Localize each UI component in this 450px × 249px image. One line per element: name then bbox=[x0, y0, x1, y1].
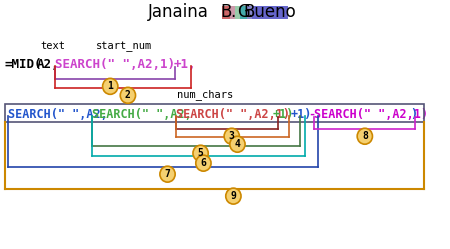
Text: 8: 8 bbox=[362, 131, 368, 141]
FancyBboxPatch shape bbox=[222, 5, 230, 19]
Circle shape bbox=[120, 87, 135, 103]
Text: text: text bbox=[40, 41, 65, 52]
Circle shape bbox=[224, 128, 239, 144]
FancyBboxPatch shape bbox=[252, 5, 288, 19]
Circle shape bbox=[103, 78, 118, 94]
Text: SEARCH(" ",A2,: SEARCH(" ",A2, bbox=[8, 108, 108, 121]
Text: .: . bbox=[247, 2, 252, 20]
FancyBboxPatch shape bbox=[230, 5, 235, 19]
FancyBboxPatch shape bbox=[247, 5, 252, 19]
Text: SEARCH(" ",A2,: SEARCH(" ",A2, bbox=[92, 108, 192, 121]
Text: B: B bbox=[220, 2, 232, 20]
Text: 2: 2 bbox=[125, 90, 131, 100]
Text: +1): +1) bbox=[272, 108, 293, 121]
Text: .: . bbox=[230, 2, 235, 20]
Text: +1): +1) bbox=[290, 108, 312, 121]
Text: SEARCH(" ",A2,1): SEARCH(" ",A2,1) bbox=[55, 58, 176, 71]
Text: SEARCH(" ",A2,1): SEARCH(" ",A2,1) bbox=[176, 108, 290, 121]
Text: 5: 5 bbox=[198, 148, 203, 158]
Text: 6: 6 bbox=[200, 158, 207, 168]
Circle shape bbox=[357, 128, 373, 144]
Circle shape bbox=[193, 145, 208, 161]
Text: 3: 3 bbox=[229, 131, 235, 141]
Text: -: - bbox=[308, 108, 315, 121]
Text: =MID(: =MID( bbox=[5, 58, 42, 71]
Circle shape bbox=[230, 136, 245, 152]
Text: 1: 1 bbox=[107, 81, 113, 91]
Text: ): ) bbox=[410, 108, 418, 121]
Text: Bueno: Bueno bbox=[244, 2, 297, 20]
FancyBboxPatch shape bbox=[235, 5, 239, 19]
Text: num_chars: num_chars bbox=[176, 89, 233, 100]
Text: SEARCH(" ",A2,1): SEARCH(" ",A2,1) bbox=[315, 108, 428, 121]
Text: start_num: start_num bbox=[95, 41, 152, 52]
Text: G: G bbox=[237, 2, 250, 20]
Circle shape bbox=[226, 188, 241, 204]
Circle shape bbox=[160, 166, 175, 182]
Text: 4: 4 bbox=[234, 139, 240, 149]
Text: Janaina: Janaina bbox=[148, 2, 214, 20]
FancyBboxPatch shape bbox=[239, 5, 247, 19]
Text: 7: 7 bbox=[165, 169, 171, 179]
Circle shape bbox=[196, 155, 211, 171]
Text: 9: 9 bbox=[230, 191, 236, 201]
Text: A2,: A2, bbox=[37, 58, 60, 71]
Text: +1,: +1, bbox=[174, 58, 196, 71]
